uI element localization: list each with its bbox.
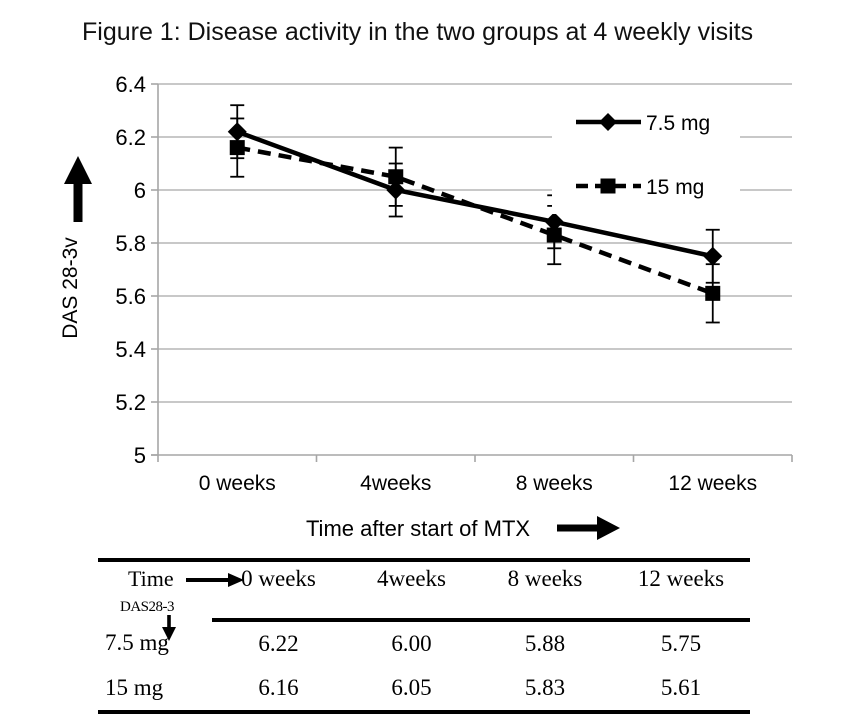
diamond-marker xyxy=(703,246,723,266)
table-cell: 5.88 xyxy=(524,631,566,656)
row-label: 7.5 mg xyxy=(105,630,169,655)
y-tick-label: 5.2 xyxy=(115,390,146,415)
right-arrow-icon xyxy=(557,516,620,540)
series-line-0 xyxy=(236,129,714,259)
x-axis-title: Time after start of MTX xyxy=(306,516,530,541)
table-cell: 6.00 xyxy=(391,631,432,656)
table-cell: 6.22 xyxy=(258,631,299,656)
x-tick-label: 8 weeks xyxy=(516,472,593,495)
table-col-header: 12 weeks xyxy=(612,560,750,622)
das-line-chart: 6.4 6.2 6 5.8 5.6 5.4 5.2 5 0 weeks 4weeks 8 weeks… xyxy=(59,72,793,541)
down-arrow-icon xyxy=(162,615,176,641)
legend-item-label: 7.5 mg xyxy=(646,112,710,135)
square-marker xyxy=(388,169,404,185)
y-axis-title: DAS 28-3v xyxy=(59,237,82,339)
table-cell: 6.16 xyxy=(258,675,299,700)
das-data-table: Time DAS28-3 0 weeks 4weeks 8 weeks 12 w… xyxy=(98,558,750,714)
diamond-marker xyxy=(544,212,564,232)
legend-diamond-marker xyxy=(599,113,617,131)
square-marker xyxy=(546,227,562,243)
y-tick-label: 6 xyxy=(134,178,146,203)
diamond-marker xyxy=(386,180,406,200)
table-cell: 5.83 xyxy=(524,675,566,700)
square-marker xyxy=(705,285,721,301)
figure-title: Figure 1: Disease activity in the two gr… xyxy=(82,18,754,46)
table-row: 15 mg 6.16 6.05 5.83 5.61 xyxy=(98,666,750,712)
table-corner-cell: Time DAS28-3 xyxy=(98,560,244,641)
up-arrow-icon xyxy=(64,156,92,222)
legend-item-label: 15 mg xyxy=(646,176,704,199)
x-tick-label: 0 weeks xyxy=(199,472,276,495)
corner-time-label: Time xyxy=(128,566,174,591)
diamond-marker xyxy=(227,122,247,142)
row-label: 15 mg xyxy=(105,675,164,700)
table-col-header: 4weeks xyxy=(345,560,478,622)
y-tick-label: 5.8 xyxy=(115,231,146,256)
x-tick-label: 12 weeks xyxy=(668,472,757,495)
table-col-header: 8 weeks xyxy=(478,560,612,622)
y-tick-label: 5.4 xyxy=(115,337,146,362)
table-row: 7.5 mg 6.22 6.00 5.88 5.75 xyxy=(98,620,750,666)
right-arrow-icon xyxy=(186,573,244,587)
table-header-row: Time DAS28-3 0 weeks 4weeks 8 weeks 12 w… xyxy=(98,560,750,641)
table-col-header: 0 weeks xyxy=(212,560,345,622)
table-cell: 5.61 xyxy=(660,675,702,700)
legend-square-marker xyxy=(600,178,616,194)
legend-box xyxy=(552,98,740,214)
y-tick-label: 6.4 xyxy=(115,72,146,97)
y-tick-label: 5 xyxy=(134,443,146,468)
corner-das-label: DAS28-3 xyxy=(120,599,175,615)
y-tick-label: 5.6 xyxy=(115,284,146,309)
table-cell: 6.05 xyxy=(391,675,432,700)
y-tick-label: 6.2 xyxy=(115,125,146,150)
x-tick-label: 4weeks xyxy=(360,472,431,495)
square-marker xyxy=(229,140,245,156)
table-cell: 5.75 xyxy=(660,631,702,656)
